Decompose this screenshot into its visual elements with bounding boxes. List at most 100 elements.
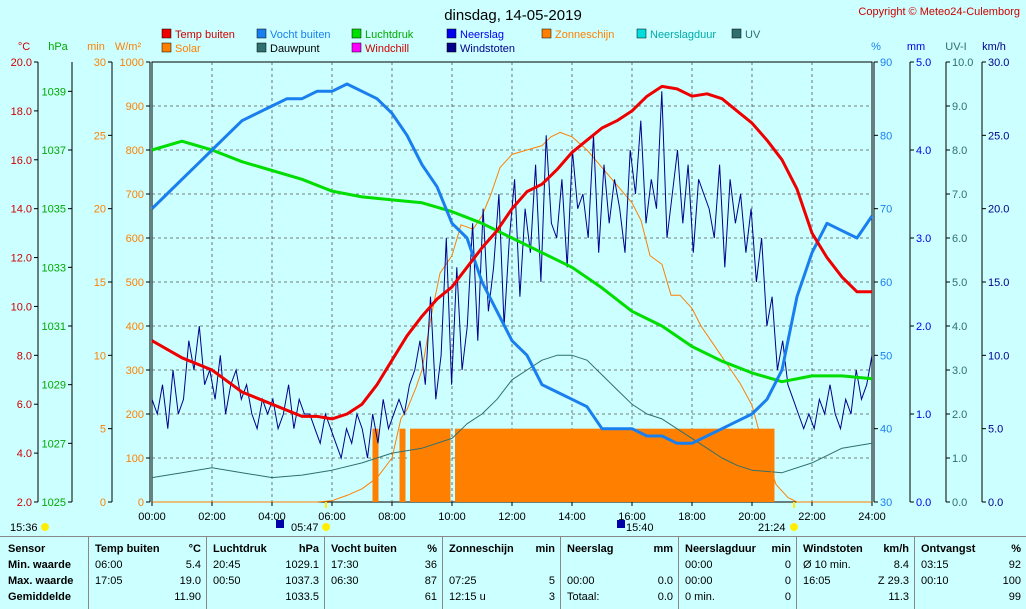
left-tick-label: 0 bbox=[100, 497, 106, 509]
table-cell-value: 0.0 bbox=[657, 575, 673, 587]
right-tick-label: 90 bbox=[880, 57, 892, 69]
right-tick-label: 0.0 bbox=[916, 497, 931, 509]
left-tick-label: 1027 bbox=[42, 438, 66, 450]
right-tick-label: 10.0 bbox=[988, 350, 1009, 362]
weather-chart: dinsdag, 14-05-2019 Copyright © Meteo24-… bbox=[10, 6, 1020, 534]
table-cell-time: 16:05 bbox=[803, 575, 831, 587]
right-tick-label: 0.0 bbox=[952, 497, 967, 509]
left-tick-label: 4.0 bbox=[17, 448, 32, 460]
left-tick-label: 1035 bbox=[42, 204, 66, 216]
table-cell-time: 17:30 bbox=[331, 559, 359, 571]
x-tick-label: 18:00 bbox=[678, 511, 706, 523]
table-cell-value: Z 29.3 bbox=[877, 575, 909, 587]
left-axis-label: hPa bbox=[48, 41, 68, 53]
pressure-line bbox=[151, 139, 873, 384]
table-cell-time: 20:45 bbox=[213, 559, 241, 571]
sun-icon bbox=[322, 523, 330, 531]
legend-label: Temp buiten bbox=[175, 29, 235, 41]
copyright: Copyright © Meteo24-Culemborg bbox=[858, 6, 1020, 18]
left-tick-label: 20.0 bbox=[11, 57, 32, 69]
legend-label: Dauwpunt bbox=[270, 43, 320, 55]
table-column: Luchtdruk hPa 20:45 1029.1 00:50 1037.3 1033.5 bbox=[206, 537, 325, 609]
table-cell-value: 5 bbox=[548, 575, 555, 587]
right-tick-label: 15.0 bbox=[988, 277, 1009, 289]
legend-label: Windstoten bbox=[460, 43, 515, 55]
right-tick-label: 3.0 bbox=[952, 365, 967, 377]
table-cell-value: 92 bbox=[1008, 559, 1021, 571]
table-cell-time: 00:10 bbox=[921, 575, 949, 587]
table-header: Ontvangst bbox=[921, 543, 976, 555]
left-tick-label: 1000 bbox=[120, 57, 144, 69]
sunset-label: 21:24 bbox=[758, 522, 786, 534]
table-column: Neerslag mm 00:00 0.0 Totaal: 0.0 bbox=[560, 537, 679, 609]
right-tick-label: 20.0 bbox=[988, 204, 1009, 216]
left-tick-label: 2.0 bbox=[17, 497, 32, 509]
x-tick-label: 02:00 bbox=[198, 511, 226, 523]
legend-swatch bbox=[351, 42, 362, 53]
x-tick-label: 06:00 bbox=[318, 511, 346, 523]
left-tick-label: 30 bbox=[94, 57, 106, 69]
legend-swatch bbox=[256, 42, 267, 53]
table-header-unit: min bbox=[535, 543, 555, 555]
right-tick-label: 5.0 bbox=[916, 57, 931, 69]
left-tick-label: 1037 bbox=[42, 145, 66, 157]
table-header: Windstoten bbox=[803, 543, 863, 555]
legend-swatch bbox=[256, 28, 267, 39]
table-header-unit: mm bbox=[653, 543, 673, 555]
table-row-label: Max. waarde bbox=[8, 575, 74, 587]
table-row-label: Min. waarde bbox=[8, 559, 71, 571]
left-tick-label: 300 bbox=[126, 365, 144, 377]
legend-label: Zonneschijn bbox=[555, 29, 614, 41]
right-tick-label: 9.0 bbox=[952, 101, 967, 113]
x-tick-label: 08:00 bbox=[378, 511, 406, 523]
right-tick-label: 4.0 bbox=[916, 145, 931, 157]
table-cell-value: 0.0 bbox=[657, 591, 673, 603]
sunrise-icon bbox=[276, 520, 284, 528]
table-header: Neerslagduur bbox=[685, 543, 756, 555]
table-cell-time: 06:30 bbox=[331, 575, 359, 587]
x-tick-label: 16:00 bbox=[618, 511, 646, 523]
right-tick-label: 30.0 bbox=[988, 57, 1009, 69]
table-cell-time: 03:15 bbox=[921, 559, 949, 571]
table-header-unit: hPa bbox=[298, 543, 319, 555]
left-tick-label: 800 bbox=[126, 145, 144, 157]
left-tick-label: 6.0 bbox=[17, 399, 32, 411]
dewpoint-line bbox=[151, 354, 873, 479]
day-start-label: 15:36 bbox=[10, 522, 38, 534]
left-tick-label: 20 bbox=[94, 204, 106, 216]
table-header-unit: °C bbox=[188, 543, 201, 555]
table-column: Windstoten km/h Ø 10 min. 8.4 16:05 Z 29.3 11.… bbox=[796, 537, 915, 609]
right-tick-label: 1.0 bbox=[916, 409, 931, 421]
left-tick-label: 12.0 bbox=[11, 253, 32, 265]
table-column: Temp buiten °C 06:00 5.4 17:05 19.0 11.90 bbox=[88, 537, 207, 609]
right-tick-label: 6.0 bbox=[952, 233, 967, 245]
table-cell-time: 00:00 bbox=[685, 575, 713, 587]
right-tick-label: 7.0 bbox=[952, 189, 967, 201]
left-tick-label: 1029 bbox=[42, 380, 66, 392]
table-cell-time: Ø 10 min. bbox=[803, 559, 851, 571]
series-lines bbox=[150, 82, 874, 503]
left-axis-label: W/m² bbox=[115, 41, 142, 53]
right-tick-label: 4.0 bbox=[952, 321, 967, 333]
table-cell-value: 87 bbox=[424, 575, 437, 587]
sunrise-label: 05:47 bbox=[291, 522, 319, 534]
sunshine-bars bbox=[372, 428, 775, 502]
x-tick-label: 24:00 bbox=[858, 511, 886, 523]
left-tick-label: 1025 bbox=[42, 497, 66, 509]
legend-swatch bbox=[541, 28, 552, 39]
table-cell-value: 8.4 bbox=[893, 559, 909, 571]
left-tick-label: 400 bbox=[126, 321, 144, 333]
table-column: Sensor Min. waarde Max. waarde Gemiddelde bbox=[0, 537, 88, 609]
table-cell-value: 0 bbox=[784, 591, 791, 603]
table-header: Neerslag bbox=[567, 543, 614, 555]
table-cell-value: 0 bbox=[784, 559, 791, 571]
right-tick-label: 30 bbox=[880, 497, 892, 509]
table-cell-time: 06:00 bbox=[95, 559, 123, 571]
left-tick-label: 600 bbox=[126, 233, 144, 245]
table-cell-value: 1033.5 bbox=[285, 591, 319, 603]
left-tick-label: 10 bbox=[94, 350, 106, 362]
table-cell-time: 0 min. bbox=[685, 591, 715, 603]
sun-icon bbox=[41, 523, 49, 531]
table-header: Zonneschijn bbox=[449, 543, 514, 555]
noon-icon bbox=[617, 520, 625, 528]
